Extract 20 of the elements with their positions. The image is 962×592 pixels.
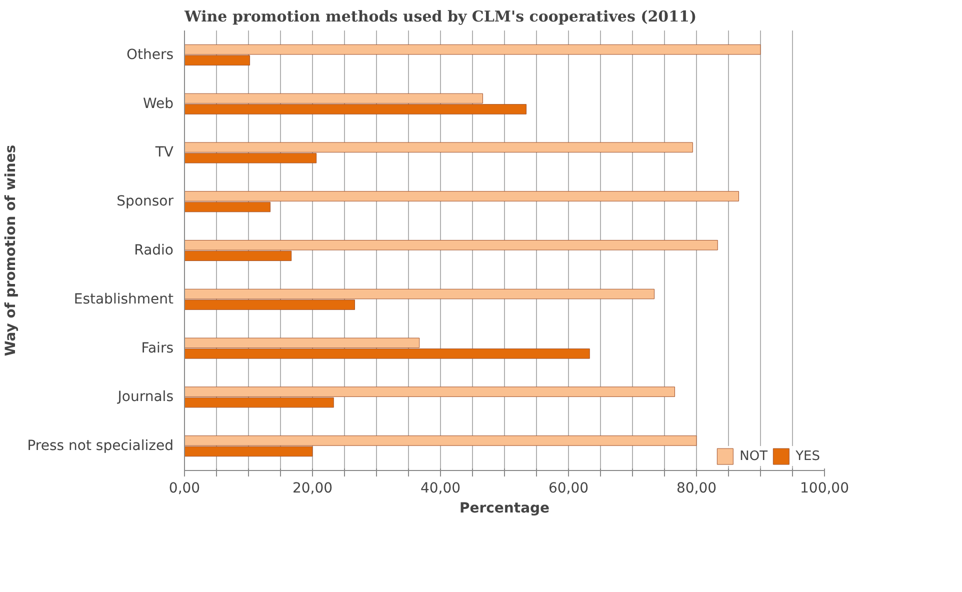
x-tick-label: 40,00 xyxy=(420,480,461,496)
y-tick-label: Press not specialized xyxy=(27,438,174,454)
legend-label: NOT xyxy=(740,448,768,464)
y-axis-title: Way of promotion of wines xyxy=(3,144,20,356)
x-tick-label: 100,00 xyxy=(800,480,850,496)
y-tick-label: Others xyxy=(126,46,174,63)
y-tick-label: Web xyxy=(142,96,174,112)
y-tick-label: TV xyxy=(154,144,174,161)
y-tick-label: Sponsor xyxy=(116,194,174,210)
y-tick-label: Fairs xyxy=(141,340,174,356)
x-tick-label: 80,00 xyxy=(676,480,717,496)
x-tick-label: 60,00 xyxy=(548,480,589,496)
x-axis-title: Percentage xyxy=(459,500,550,516)
chart-title: Wine promotion methods used by CLM's cooperatives (2011) xyxy=(184,8,697,26)
y-tick-label: Journals xyxy=(116,389,174,406)
x-tick-label: 20,00 xyxy=(292,480,333,496)
x-tick-label: 0,00 xyxy=(168,480,200,496)
y-tick-label: Radio xyxy=(134,242,174,258)
legend-label: YES xyxy=(796,448,820,464)
y-tick-label: Establishment xyxy=(74,291,174,308)
